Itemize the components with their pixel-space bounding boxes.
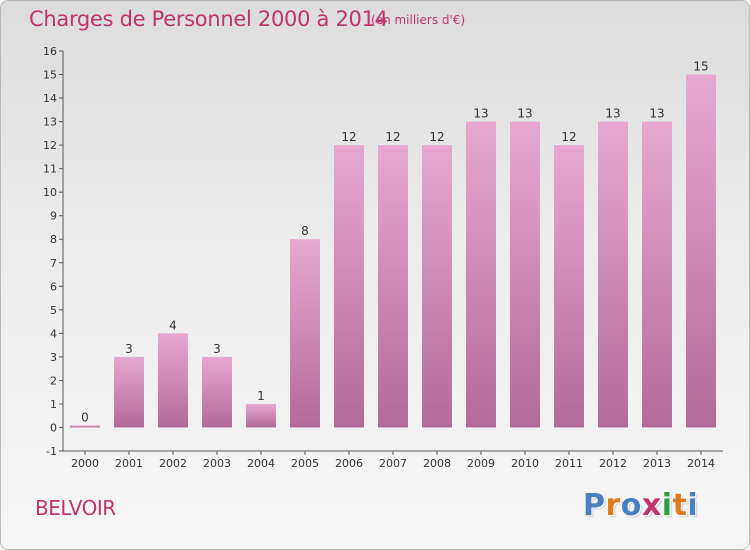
y-tick-label: 3 <box>50 351 57 364</box>
bar-value-label: 13 <box>473 107 488 121</box>
bar <box>246 403 276 428</box>
y-tick-label: 4 <box>50 327 57 340</box>
x-tick-label: 2000 <box>71 457 99 470</box>
bar <box>598 121 628 428</box>
x-tick-label: 2003 <box>203 457 231 470</box>
y-tick-label: 10 <box>43 186 57 199</box>
bar-value-label: 8 <box>301 224 309 238</box>
x-tick-label: 2006 <box>335 457 363 470</box>
y-tick-label: 15 <box>43 69 57 82</box>
y-tick-label: 13 <box>43 116 57 129</box>
y-tick-label: 5 <box>50 304 57 317</box>
x-tick-label: 2005 <box>291 457 319 470</box>
x-tick-label: 2002 <box>159 457 187 470</box>
bar <box>378 145 408 428</box>
bar-value-label: 4 <box>169 318 177 332</box>
bar <box>686 74 716 428</box>
bar <box>422 145 452 428</box>
x-tick-label: 2004 <box>247 457 275 470</box>
y-tick-label: 8 <box>50 233 57 246</box>
bar <box>70 425 100 428</box>
y-tick-label: 16 <box>43 45 57 58</box>
bar <box>554 145 584 428</box>
bar-value-label: 13 <box>649 107 664 121</box>
y-tick-label: 9 <box>50 210 57 223</box>
bar-value-label: 1 <box>257 389 265 403</box>
x-tick-label: 2013 <box>643 457 671 470</box>
place-name: BELVOIR <box>35 496 116 520</box>
y-tick-label: 7 <box>50 257 57 270</box>
y-tick-label: -1 <box>46 445 57 458</box>
bar <box>114 356 144 428</box>
bar-value-label: 3 <box>125 342 133 356</box>
x-tick-label: 2001 <box>115 457 143 470</box>
y-tick-label: 6 <box>50 280 57 293</box>
y-tick-label: 11 <box>43 163 57 176</box>
chart-title: Charges de Personnel 2000 à 2014 <box>29 7 388 31</box>
bar-value-label: 3 <box>213 342 221 356</box>
proxiti-logo: Proxiti <box>583 488 699 523</box>
bar-value-label: 12 <box>561 130 576 144</box>
bar-value-label: 13 <box>517 107 532 121</box>
bar <box>158 333 188 428</box>
x-tick-label: 2008 <box>423 457 451 470</box>
y-tick-label: 1 <box>50 398 57 411</box>
bar <box>334 145 364 428</box>
y-tick-label: 14 <box>43 92 57 105</box>
bar-value-label: 12 <box>385 130 400 144</box>
bar <box>202 356 232 428</box>
chart-subtitle: (en milliers d'€) <box>371 13 466 27</box>
y-tick-label: 2 <box>50 374 57 387</box>
bar-value-label: 13 <box>605 107 620 121</box>
x-tick-label: 2014 <box>687 457 715 470</box>
bar-value-label: 15 <box>693 60 708 74</box>
bar-value-label: 12 <box>429 130 444 144</box>
x-tick-label: 2009 <box>467 457 495 470</box>
x-tick-label: 2010 <box>511 457 539 470</box>
x-tick-label: 2011 <box>555 457 583 470</box>
x-tick-label: 2012 <box>599 457 627 470</box>
y-tick-label: 12 <box>43 139 57 152</box>
bar <box>642 121 672 428</box>
y-tick-label: 0 <box>50 421 57 434</box>
bar <box>510 121 540 428</box>
bar-value-label: 12 <box>341 130 356 144</box>
bar-value-label: 0 <box>81 410 89 424</box>
bar <box>290 239 320 428</box>
bar <box>466 121 496 428</box>
x-tick-label: 2007 <box>379 457 407 470</box>
